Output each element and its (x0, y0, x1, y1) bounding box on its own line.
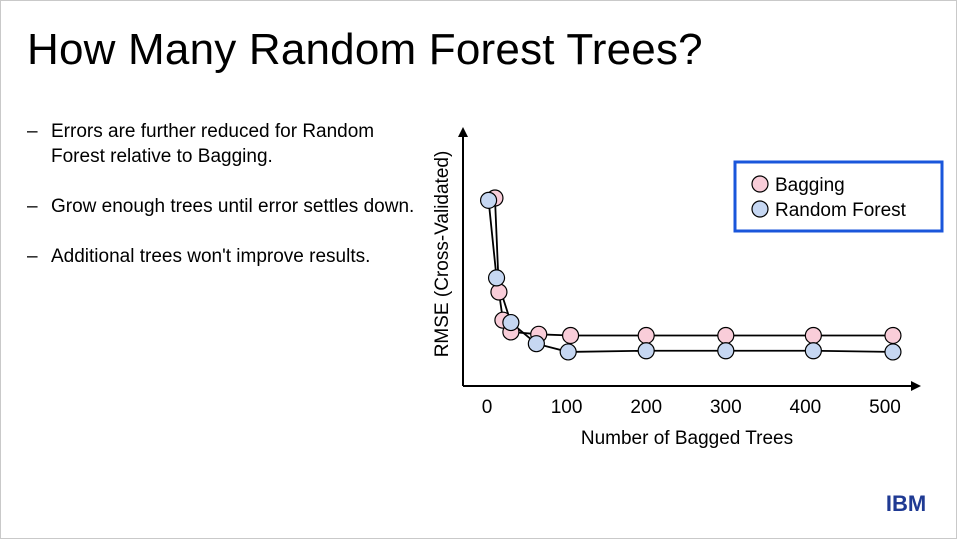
bagging-point (561, 326, 580, 345)
bullet-text: Errors are further reduced for Random Fo… (51, 121, 375, 167)
legend-marker-random-forest (751, 200, 769, 218)
y-axis-label: RMSE (Cross-Validated) (432, 151, 453, 358)
bagging-point (490, 283, 508, 301)
random-forest-point (527, 335, 545, 353)
random-forest-point (559, 343, 577, 361)
x-axis-arrow (911, 381, 921, 391)
bagging-point (717, 326, 735, 345)
y-axis-arrow (458, 127, 468, 137)
bagging-point (637, 326, 655, 345)
ibm-logo-text: IBM (886, 491, 926, 516)
x-tick-label: 300 (710, 397, 742, 418)
slide-title: How Many Random Forest Trees? (27, 25, 703, 74)
random-forest-point (487, 269, 506, 287)
bullet-dash: – (27, 196, 38, 217)
x-tick-label: 0 (482, 397, 493, 418)
legend-label-bagging: Bagging (775, 175, 845, 196)
bagging-point (884, 326, 902, 345)
x-tick-label: 100 (551, 397, 583, 418)
random-forest-point (637, 342, 655, 360)
x-tick-label: 500 (869, 397, 901, 418)
x-tick-label: 200 (630, 397, 662, 418)
random-forest-point (717, 342, 735, 360)
ibm-logo: IBM (886, 491, 926, 516)
bullet-text: Additional trees won't improve results. (51, 246, 371, 267)
bullet-dash: – (27, 246, 38, 267)
legend-box (733, 160, 944, 233)
random-forest-point (479, 191, 498, 209)
bullet-item: – Errors are further reduced for Random … (27, 119, 417, 169)
random-forest-point (884, 343, 902, 361)
bullet-item: – Additional trees won't improve results… (27, 244, 417, 269)
legend-label-random-forest: Random Forest (775, 200, 907, 221)
bagging-point (804, 326, 822, 345)
x-tick-label: 400 (790, 397, 822, 418)
legend-marker-bagging (751, 175, 769, 193)
bagging-series-line (494, 197, 893, 337)
bullet-text: Grow enough trees until error settles do… (51, 196, 415, 217)
bullet-item: – Grow enough trees until error settles … (27, 194, 417, 219)
random-forest-point (804, 342, 822, 360)
random-forest-point (502, 313, 520, 332)
bullet-dash: – (27, 121, 38, 142)
x-axis-label: Number of Bagged Trees (581, 428, 793, 449)
bullet-list: – Errors are further reduced for Random … (27, 119, 417, 294)
